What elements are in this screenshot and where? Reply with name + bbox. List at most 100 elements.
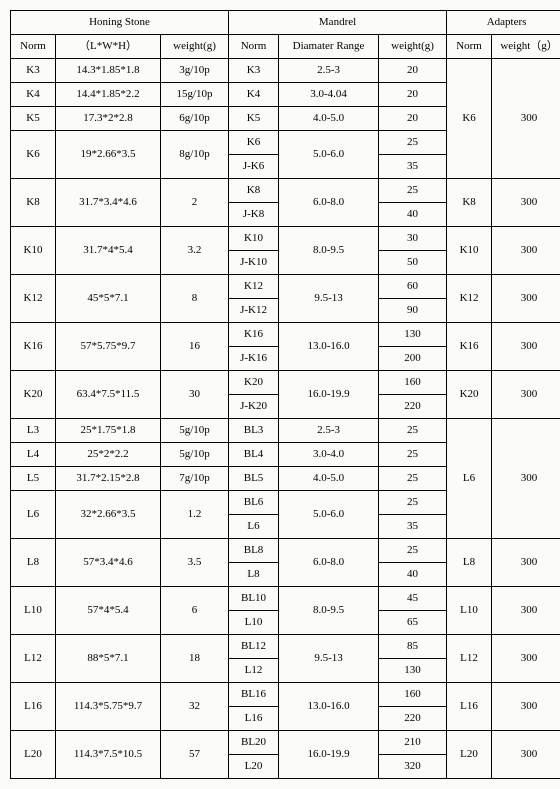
adapter-norm: L8 xyxy=(447,539,492,587)
col-lwh: （L*W*H） xyxy=(56,35,161,59)
mandrel-norm: BL12 xyxy=(229,635,279,659)
mandrel-norm: BL20 xyxy=(229,731,279,755)
honing-norm: K16 xyxy=(11,323,56,371)
adapter-weight: 300 xyxy=(492,179,560,227)
adapter-weight: 300 xyxy=(492,419,560,539)
mandrel-dia: 9.5-13 xyxy=(279,635,379,683)
honing-norm: L6 xyxy=(11,491,56,539)
mandrel-dia: 6.0-8.0 xyxy=(279,539,379,587)
mandrel-norm: K6 xyxy=(229,131,279,155)
adapter-norm: L10 xyxy=(447,587,492,635)
col-norm: Norm xyxy=(447,35,492,59)
mandrel-weight: 20 xyxy=(379,83,447,107)
honing-norm: K4 xyxy=(11,83,56,107)
honing-dim: 31.7*2.15*2.8 xyxy=(56,467,161,491)
mandrel-norm: L12 xyxy=(229,659,279,683)
adapter-weight: 300 xyxy=(492,227,560,275)
mandrel-weight: 220 xyxy=(379,395,447,419)
honing-weight: 6 xyxy=(161,587,229,635)
table-row: K1657*5.75*9.716K1613.0-16.0130K16300 xyxy=(11,323,560,347)
honing-weight: 30 xyxy=(161,371,229,419)
table-row: L325*1.75*1.85g/10pBL32.5-325L6300 xyxy=(11,419,560,443)
mandrel-norm: J-K10 xyxy=(229,251,279,275)
adapter-weight: 300 xyxy=(492,731,560,779)
mandrel-weight: 160 xyxy=(379,371,447,395)
section-adapters: Adapters xyxy=(447,11,560,35)
col-weight: weight(g) xyxy=(161,35,229,59)
table-row: K314.3*1.85*1.83g/10pK32.5-320K6300 xyxy=(11,59,560,83)
mandrel-norm: K4 xyxy=(229,83,279,107)
honing-norm: L10 xyxy=(11,587,56,635)
adapter-weight: 300 xyxy=(492,275,560,323)
honing-dim: 31.7*4*5.4 xyxy=(56,227,161,275)
mandrel-norm: L16 xyxy=(229,707,279,731)
honing-dim: 114.3*5.75*9.7 xyxy=(56,683,161,731)
mandrel-weight: 40 xyxy=(379,203,447,227)
honing-weight: 3g/10p xyxy=(161,59,229,83)
mandrel-dia: 6.0-8.0 xyxy=(279,179,379,227)
table-row: K2063.4*7.5*11.530K2016.0-19.9160K20300 xyxy=(11,371,560,395)
honing-weight: 7g/10p xyxy=(161,467,229,491)
honing-dim: 57*5.75*9.7 xyxy=(56,323,161,371)
mandrel-dia: 8.0-9.5 xyxy=(279,227,379,275)
mandrel-dia: 4.0-5.0 xyxy=(279,467,379,491)
adapter-norm: K10 xyxy=(447,227,492,275)
honing-weight: 5g/10p xyxy=(161,443,229,467)
honing-norm: L3 xyxy=(11,419,56,443)
mandrel-dia: 13.0-16.0 xyxy=(279,683,379,731)
mandrel-weight: 35 xyxy=(379,515,447,539)
adapter-norm: K8 xyxy=(447,179,492,227)
mandrel-weight: 20 xyxy=(379,107,447,131)
honing-weight: 8g/10p xyxy=(161,131,229,179)
mandrel-dia: 16.0-19.9 xyxy=(279,731,379,779)
honing-weight: 3.2 xyxy=(161,227,229,275)
adapter-weight: 300 xyxy=(492,371,560,419)
adapter-norm: K12 xyxy=(447,275,492,323)
honing-norm: K3 xyxy=(11,59,56,83)
honing-weight: 57 xyxy=(161,731,229,779)
honing-norm: K6 xyxy=(11,131,56,179)
mandrel-weight: 20 xyxy=(379,59,447,83)
mandrel-norm: J-K16 xyxy=(229,347,279,371)
honing-dim: 45*5*7.1 xyxy=(56,275,161,323)
honing-dim: 25*2*2.2 xyxy=(56,443,161,467)
mandrel-weight: 25 xyxy=(379,539,447,563)
honing-norm: L4 xyxy=(11,443,56,467)
mandrel-dia: 3.0-4.04 xyxy=(279,83,379,107)
col-weight: weight(g) xyxy=(379,35,447,59)
honing-weight: 1.2 xyxy=(161,491,229,539)
mandrel-dia: 8.0-9.5 xyxy=(279,587,379,635)
mandrel-weight: 25 xyxy=(379,443,447,467)
section-mandrel: Mandrel xyxy=(229,11,447,35)
mandrel-weight: 25 xyxy=(379,491,447,515)
adapter-norm: L16 xyxy=(447,683,492,731)
honing-weight: 2 xyxy=(161,179,229,227)
mandrel-weight: 200 xyxy=(379,347,447,371)
mandrel-norm: J-K12 xyxy=(229,299,279,323)
mandrel-weight: 85 xyxy=(379,635,447,659)
honing-norm: L5 xyxy=(11,467,56,491)
honing-dim: 31.7*3.4*4.6 xyxy=(56,179,161,227)
mandrel-norm: K16 xyxy=(229,323,279,347)
table-row: L20114.3*7.5*10.557BL2016.0-19.9210L2030… xyxy=(11,731,560,755)
mandrel-weight: 50 xyxy=(379,251,447,275)
honing-norm: L12 xyxy=(11,635,56,683)
mandrel-dia: 9.5-13 xyxy=(279,275,379,323)
mandrel-dia: 3.0-4.0 xyxy=(279,443,379,467)
mandrel-norm: K8 xyxy=(229,179,279,203)
mandrel-weight: 30 xyxy=(379,227,447,251)
adapter-norm: L20 xyxy=(447,731,492,779)
mandrel-norm: K10 xyxy=(229,227,279,251)
mandrel-dia: 2.5-3 xyxy=(279,59,379,83)
mandrel-norm: K5 xyxy=(229,107,279,131)
adapter-norm: K6 xyxy=(447,59,492,179)
honing-norm: K5 xyxy=(11,107,56,131)
honing-weight: 15g/10p xyxy=(161,83,229,107)
mandrel-dia: 5.0-6.0 xyxy=(279,131,379,179)
mandrel-weight: 25 xyxy=(379,179,447,203)
mandrel-norm: BL5 xyxy=(229,467,279,491)
honing-weight: 6g/10p xyxy=(161,107,229,131)
mandrel-norm: K20 xyxy=(229,371,279,395)
honing-weight: 8 xyxy=(161,275,229,323)
mandrel-norm: L8 xyxy=(229,563,279,587)
